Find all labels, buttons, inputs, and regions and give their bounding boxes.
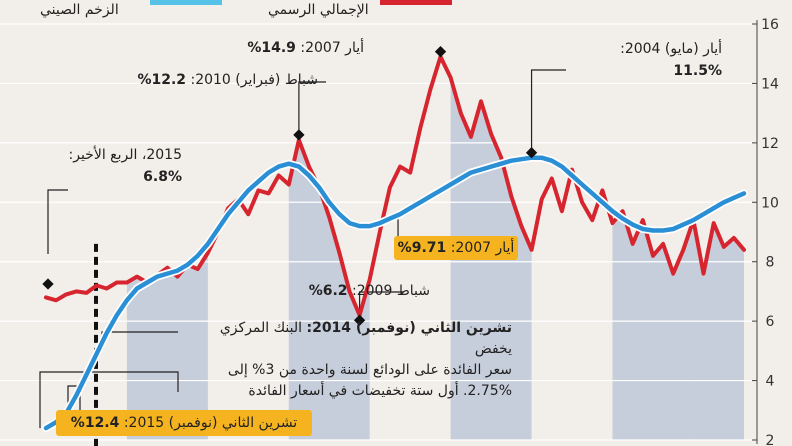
- annotation-feb-2010: شباط (فبراير) 2010: 12.2%: [137, 72, 318, 88]
- y-tick-label: 4: [766, 374, 775, 390]
- shaded-band: [693, 220, 744, 440]
- annotation-nov-2015: تشرين الثاني (نوفمبر) 2015: 12.4%: [56, 410, 312, 436]
- annotation-feb-2009: شباط 2009: 6.2%: [308, 283, 430, 299]
- legend-official-label: الإجمالي الرسمي: [268, 2, 369, 18]
- y-tick-label: 8: [766, 255, 775, 271]
- annotation-leader: [298, 81, 326, 134]
- annotation-may-2007: أيار 2007: 14.9%: [247, 40, 364, 56]
- legend-china-swatch: [150, 0, 222, 5]
- shaded-band: [612, 211, 694, 440]
- y-tick-label: 16: [761, 17, 779, 33]
- annotation-may-2007-momentum: أيار 2007: 9.71%: [394, 236, 518, 260]
- annotation-q4-2015: 2015، الربع الأخير: 6.8%: [68, 147, 182, 185]
- y-tick-label: 14: [761, 76, 779, 92]
- annotation-may-2004: أيار (مايو) 2004: 11.5%: [620, 41, 722, 79]
- diamond-marker: [42, 278, 54, 290]
- y-tick-label: 12: [761, 136, 779, 152]
- y-tick-label: 10: [761, 195, 779, 211]
- annotation-leader: [47, 189, 68, 254]
- series-momentum-line: [43, 155, 747, 431]
- diamond-marker: [353, 314, 366, 326]
- legend-china-label: الزخم الصيني: [40, 2, 119, 18]
- diamond-marker: [293, 129, 305, 141]
- y-tick-label: 2: [766, 433, 775, 446]
- diamond-marker: [434, 46, 447, 58]
- annotation-leader: [530, 69, 566, 152]
- shaded-band: [126, 252, 208, 440]
- y-tick-label: 6: [766, 314, 775, 330]
- diamond-marker: [525, 147, 538, 159]
- annotation-leader: [67, 385, 81, 420]
- shaded-band: [288, 139, 370, 440]
- legend-official-swatch: [380, 0, 452, 5]
- annotation-leader: [39, 371, 179, 429]
- rate-cut-note: تشرين الثاني (نوفمبر) 2014: البنك المركز…: [219, 320, 512, 399]
